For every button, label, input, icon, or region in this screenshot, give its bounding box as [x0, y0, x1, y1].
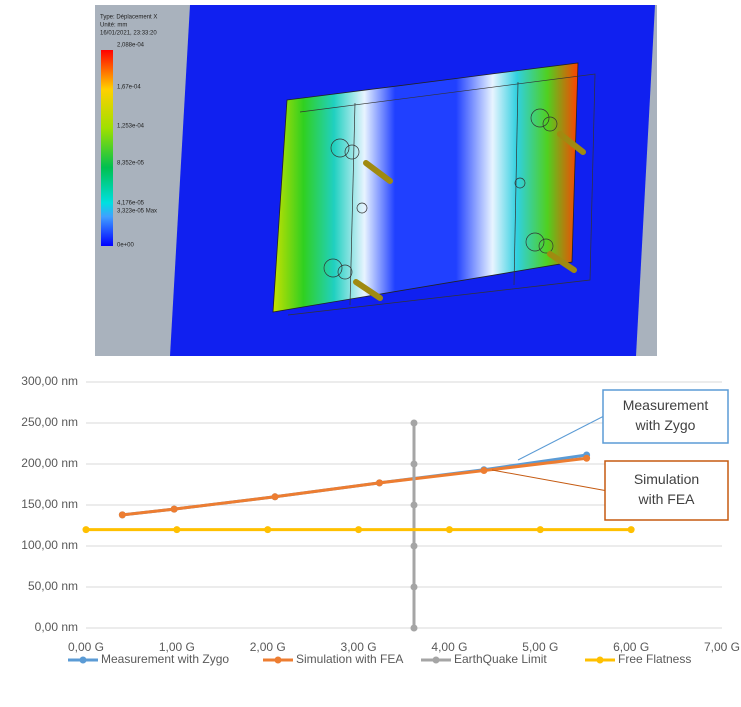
callout-leader [492, 470, 605, 491]
fea-header: Type: Déplacement X [100, 15, 157, 21]
series-marker [628, 526, 635, 533]
series-marker [446, 526, 453, 533]
y-tick-label: 250,00 nm [21, 415, 78, 429]
y-tick-label: 100,00 nm [21, 538, 78, 552]
series-marker [264, 526, 271, 533]
series-marker [537, 526, 544, 533]
series-marker [171, 506, 178, 513]
fea-header: 16/01/2021, 23:33:20 [100, 31, 157, 37]
series-line [122, 458, 586, 515]
series-marker [410, 420, 417, 427]
y-tick-label: 150,00 nm [21, 497, 78, 511]
legend-marker [433, 657, 440, 664]
legend-label: EarthQuake Limit [454, 652, 547, 666]
series-marker [355, 526, 362, 533]
legend-label: Free Flatness [618, 652, 691, 666]
fea-scale-label: 1,67e-04 [117, 85, 141, 91]
x-tick-label: 0,00 G [68, 640, 104, 654]
fea-scale-label: 0e+00 [117, 243, 135, 249]
callout-text: Measurement [623, 397, 709, 413]
legend-marker [80, 657, 87, 664]
series-marker [410, 584, 417, 591]
series-marker [376, 479, 383, 486]
series-marker [119, 511, 126, 518]
page: Type: Déplacement X Unité: mm 16/01/2021, … [0, 0, 741, 707]
series-marker [83, 526, 90, 533]
series-marker [583, 455, 590, 462]
callout-text: Simulation [634, 471, 699, 487]
series-marker [410, 625, 417, 632]
figure: Type: Déplacement X Unité: mm 16/01/2021, … [0, 0, 741, 707]
legend-marker [275, 657, 282, 664]
x-tick-label: 7,00 G [704, 640, 740, 654]
y-tick-label: 300,00 nm [21, 374, 78, 388]
fea-scale-label: 3,323e-05 Max [117, 209, 157, 215]
y-tick-label: 200,00 nm [21, 456, 78, 470]
fea-scale-label: 8,352e-05 [117, 161, 145, 167]
series-marker [271, 493, 278, 500]
series-marker [410, 543, 417, 550]
legend-marker [597, 657, 604, 664]
callout-text: with Zygo [635, 417, 696, 433]
legend-label: Measurement with Zygo [101, 652, 229, 666]
y-tick-label: 0,00 nm [35, 620, 78, 634]
fea-scale-label: 1,253e-04 [117, 124, 145, 130]
legend-label: Simulation with FEA [296, 652, 403, 666]
y-tick-label: 50,00 nm [28, 579, 78, 593]
fea-scale-label: 4,176e-05 [117, 201, 145, 207]
series-marker [410, 502, 417, 509]
series-marker [173, 526, 180, 533]
x-tick-label: 2,00 G [250, 640, 286, 654]
callout-text: with FEA [637, 491, 695, 507]
fea-scale-label: 2,088e-04 [117, 43, 145, 49]
series-marker [410, 461, 417, 468]
fea-header: Unité: mm [100, 23, 127, 29]
color-bar [101, 50, 113, 246]
series-marker [480, 467, 487, 474]
fea-image: Type: Déplacement X Unité: mm 16/01/2021, … [95, 5, 657, 356]
